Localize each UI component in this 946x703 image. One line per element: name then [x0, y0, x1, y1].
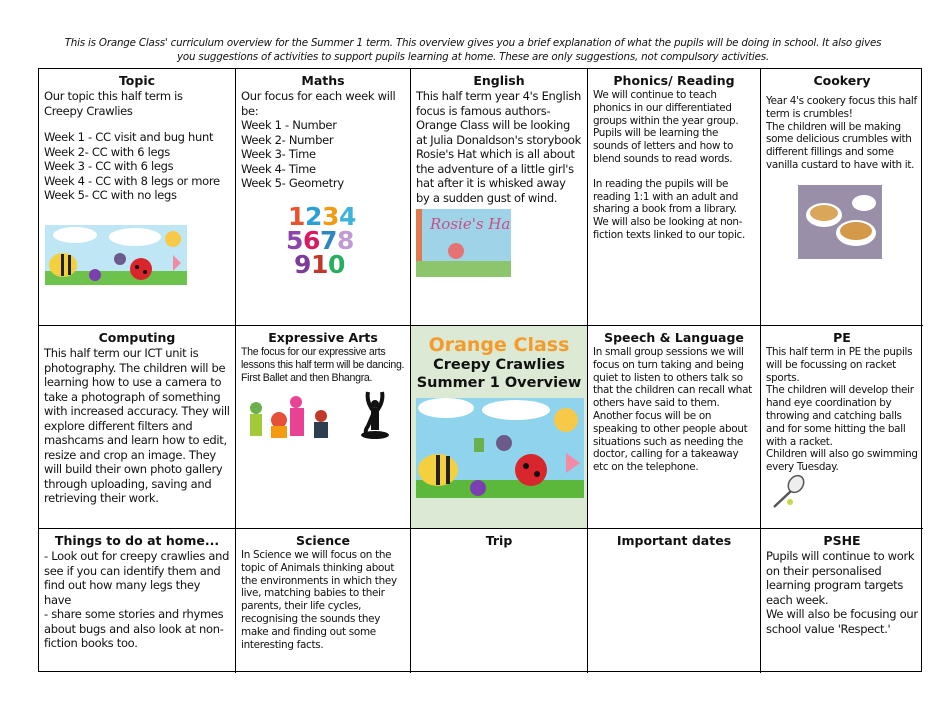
tennis-racket-icon [773, 474, 805, 508]
pshe-text-1: Pupils will continue to work on their pe… [766, 549, 915, 607]
dancers-image [250, 391, 389, 440]
creepy-crawlies-illustration [416, 398, 584, 498]
topic-week: Week 4 - CC with 8 legs or more [44, 173, 220, 188]
intro-text: This is Orange Class' curriculum overvie… [64, 37, 882, 63]
svg-text:5: 5 [286, 226, 303, 255]
pe-text-3: Children will also go swimming every Tue… [766, 448, 918, 474]
cookery-text-1: Year 4's cookery focus this half term is… [766, 95, 917, 120]
rosies-hat-book-cover: Rosie's Hat [416, 209, 511, 277]
topic-line: Our topic this half term is [44, 89, 183, 103]
pe-text-1: This half term in PE the pupils will be … [766, 346, 913, 384]
phonics-text-1: We will continue to teach phonics in our… [593, 89, 739, 165]
maths-title: Maths [301, 73, 345, 88]
pshe-title: PSHE [823, 533, 861, 548]
trip-title: Trip [485, 533, 513, 548]
speech-language-cell: Speech & Language In small group session… [588, 326, 761, 529]
science-title: Science [296, 533, 350, 548]
pshe-cell: PSHE Pupils will continue to work on the… [761, 529, 923, 673]
topic-week: Week 2- CC with 6 legs [44, 144, 170, 159]
phonics-cell: Phonics/ Reading We will continue to tea… [588, 69, 761, 326]
cookery-cell: Cookery Year 4's cookery focus this half… [761, 69, 923, 326]
pe-cell: PE This half term in PE the pupils will … [761, 326, 923, 529]
svg-text:0: 0 [328, 250, 345, 278]
home-activities-cell: Things to do at home... - Look out for c… [39, 529, 236, 673]
maths-week: Week 1 - Number [241, 118, 337, 132]
expressive-arts-cell: Expressive Arts The focus for our expres… [236, 326, 411, 529]
svg-text:4: 4 [339, 203, 356, 231]
science-text: In Science we will focus on the topic of… [241, 549, 397, 651]
expressive-arts-text: The focus for our expressive arts lesson… [241, 346, 405, 384]
maths-week: Week 5- Geometry [241, 176, 344, 190]
cookery-title: Cookery [813, 73, 871, 88]
overview-title-cell: Orange Class Creepy Crawlies Summer 1 Ov… [411, 326, 588, 529]
home-activity: - share some stories and rhymes about bu… [44, 607, 224, 650]
svg-text:1: 1 [288, 203, 305, 231]
english-cell: English This half term year 4's English … [411, 69, 588, 326]
computing-title: Computing [98, 330, 176, 345]
expressive-arts-title: Expressive Arts [268, 330, 378, 345]
science-cell: Science In Science we will focus on the … [236, 529, 411, 673]
topic-week: Week 3 - CC with 6 legs [44, 159, 174, 173]
computing-text: This half term our ICT unit is photograp… [44, 346, 230, 505]
home-activities-title: Things to do at home... [54, 533, 220, 548]
theme-title: Creepy Crawlies [433, 357, 565, 373]
svg-text:6: 6 [303, 226, 320, 255]
topic-title: Topic [118, 73, 156, 88]
term-title: Summer 1 Overview [416, 375, 582, 391]
phonics-title: Phonics/ Reading [613, 73, 735, 88]
topic-week: Week 5- CC with no legs [44, 188, 177, 202]
maths-week: Week 3- Time [241, 147, 316, 161]
svg-text:9: 9 [294, 250, 311, 278]
english-title: English [473, 73, 525, 88]
speech-language-text: In small group sessions we will focus on… [593, 346, 752, 474]
svg-text:2: 2 [305, 203, 322, 231]
topic-week: Week 1 - CC visit and bug hunt [44, 130, 214, 144]
important-dates-title: Important dates [616, 533, 732, 548]
svg-text:1: 1 [311, 250, 328, 278]
english-text: This half term year 4's English focus is… [416, 89, 582, 205]
home-activity: - Look out for creepy crawlies and see i… [44, 549, 230, 607]
curriculum-grid: Topic Our topic this half term is Creepy… [38, 68, 923, 673]
phonics-text-2: In reading the pupils will be reading 1:… [593, 177, 745, 241]
svg-text:7: 7 [320, 226, 337, 255]
trip-cell: Trip [411, 529, 588, 673]
topic-cell: Topic Our topic this half term is Creepy… [39, 69, 236, 326]
creepy-crawlies-image [45, 224, 187, 285]
maths-cell: Maths Our focus for each week will be: W… [236, 69, 411, 326]
topic-line: Creepy Crawlies [44, 103, 133, 118]
cookery-text-2: The children will be making some delicio… [766, 120, 915, 171]
important-dates-cell: Important dates [588, 529, 761, 673]
svg-text:8: 8 [337, 226, 354, 255]
book-title: Rosie's Hat [429, 215, 511, 233]
pshe-text-2: We will also be focusing our school valu… [766, 607, 918, 636]
maths-week: Week 4- Time [241, 161, 316, 176]
maths-week: Week 2- Number [241, 132, 334, 147]
computing-cell: Computing This half term our ICT unit is… [39, 326, 236, 529]
speech-language-title: Speech & Language [604, 330, 744, 345]
class-name: Orange Class [428, 334, 570, 356]
maths-line: Our focus for each week will be: [241, 89, 396, 118]
pe-text-2: The children will develop their hand eye… [766, 384, 914, 448]
crumbles-image [798, 184, 882, 259]
pe-title: PE [833, 330, 851, 345]
svg-text:3: 3 [322, 203, 339, 231]
